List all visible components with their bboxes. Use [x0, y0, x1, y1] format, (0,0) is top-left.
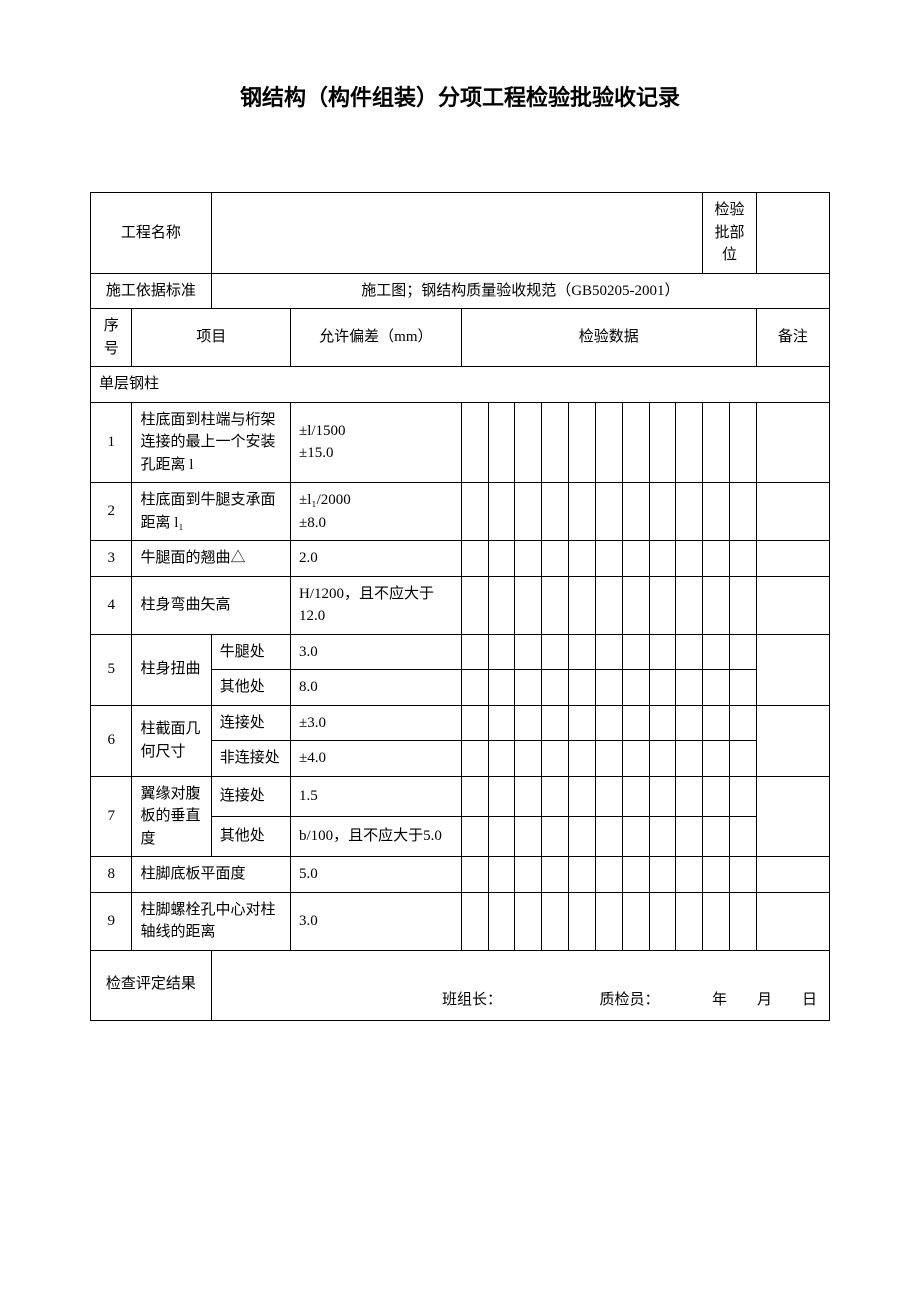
row-tolerance: ±3.0: [290, 705, 461, 741]
result-label: 检查评定结果: [91, 950, 212, 1020]
table-row: 5 柱身扭曲 牛腿处 3.0: [91, 634, 830, 670]
inspection-table: 工程名称 检验批部位 施工依据标准 施工图；钢结构质量验收规范（GB50205-…: [90, 192, 830, 1021]
row-no: 6: [91, 705, 132, 776]
row-no: 9: [91, 892, 132, 950]
construction-basis-value: 施工图；钢结构质量验收规范（GB50205-2001）: [211, 273, 829, 309]
section-title: 单层钢柱: [91, 367, 830, 403]
col-item: 项目: [132, 309, 291, 367]
row-item-main: 翼缘对腹板的垂直度: [132, 776, 211, 857]
col-seq-no: 序号: [91, 309, 132, 367]
footer-row: 检查评定结果 班组长： 质检员： 年 月 日: [91, 950, 830, 1020]
table-row: 8 柱脚底板平面度 5.0: [91, 857, 830, 893]
document-title: 钢结构（构件组装）分项工程检验批验收记录: [90, 80, 830, 112]
row-no: 5: [91, 634, 132, 705]
row-sub: 其他处: [211, 670, 290, 706]
row-tolerance: ±4.0: [290, 741, 461, 777]
row-tolerance: 8.0: [290, 670, 461, 706]
row-tolerance: H/1200，且不应大于 12.0: [290, 576, 461, 634]
row-tolerance: ±l₁/2000 ±8.0: [290, 483, 461, 541]
row-item: 柱身弯曲矢高: [132, 576, 291, 634]
table-row: 1 柱底面到柱端与桁架连接的最上一个安装孔距离 l ±l/1500 ±15.0: [91, 402, 830, 483]
batch-location-label: 检验批部位: [703, 193, 757, 274]
row-tolerance: 5.0: [290, 857, 461, 893]
table-row: 2 柱底面到牛腿支承面距离 l₁ ±l₁/2000 ±8.0: [91, 483, 830, 541]
table-row: 7 翼缘对腹板的垂直度 连接处 1.5: [91, 776, 830, 816]
row-item-main: 柱身扭曲: [132, 634, 211, 705]
table-row: 3 牛腿面的翘曲△ 2.0: [91, 541, 830, 577]
row-sub: 连接处: [211, 776, 290, 816]
table-row: 9 柱脚螺栓孔中心对柱轴线的距离 3.0: [91, 892, 830, 950]
row-item: 柱脚螺栓孔中心对柱轴线的距离: [132, 892, 291, 950]
row-tolerance: 2.0: [290, 541, 461, 577]
row-tolerance: 1.5: [290, 776, 461, 816]
row-item: 柱底面到柱端与桁架连接的最上一个安装孔距离 l: [132, 402, 291, 483]
row-no: 1: [91, 402, 132, 483]
row-tolerance: ±l/1500 ±15.0: [290, 402, 461, 483]
row-tolerance: b/100，且不应大于5.0: [290, 816, 461, 856]
row-item: 牛腿面的翘曲△: [132, 541, 291, 577]
construction-basis-label: 施工依据标准: [91, 273, 212, 309]
row-item: 柱底面到牛腿支承面距离 l₁: [132, 483, 291, 541]
row-no: 8: [91, 857, 132, 893]
project-name-value: [211, 193, 702, 274]
col-inspection-data: 检验数据: [461, 309, 756, 367]
row-tolerance: 3.0: [290, 634, 461, 670]
col-remarks: 备注: [756, 309, 829, 367]
row-no: 2: [91, 483, 132, 541]
row-item: 柱脚底板平面度: [132, 857, 291, 893]
row-sub: 牛腿处: [211, 634, 290, 670]
row-sub: 其他处: [211, 816, 290, 856]
row-no: 4: [91, 576, 132, 634]
col-tolerance: 允许偏差（mm）: [290, 309, 461, 367]
table-row: 6 柱截面几何尺寸 连接处 ±3.0: [91, 705, 830, 741]
project-name-label: 工程名称: [91, 193, 212, 274]
table-row: 4 柱身弯曲矢高 H/1200，且不应大于 12.0: [91, 576, 830, 634]
row-sub: 连接处: [211, 705, 290, 741]
signature-line: 班组长： 质检员： 年 月 日: [211, 950, 829, 1020]
row-no: 3: [91, 541, 132, 577]
batch-location-value: [756, 193, 829, 274]
row-no: 7: [91, 776, 132, 857]
row-sub: 非连接处: [211, 741, 290, 777]
row-item-main: 柱截面几何尺寸: [132, 705, 211, 776]
row-tolerance: 3.0: [290, 892, 461, 950]
